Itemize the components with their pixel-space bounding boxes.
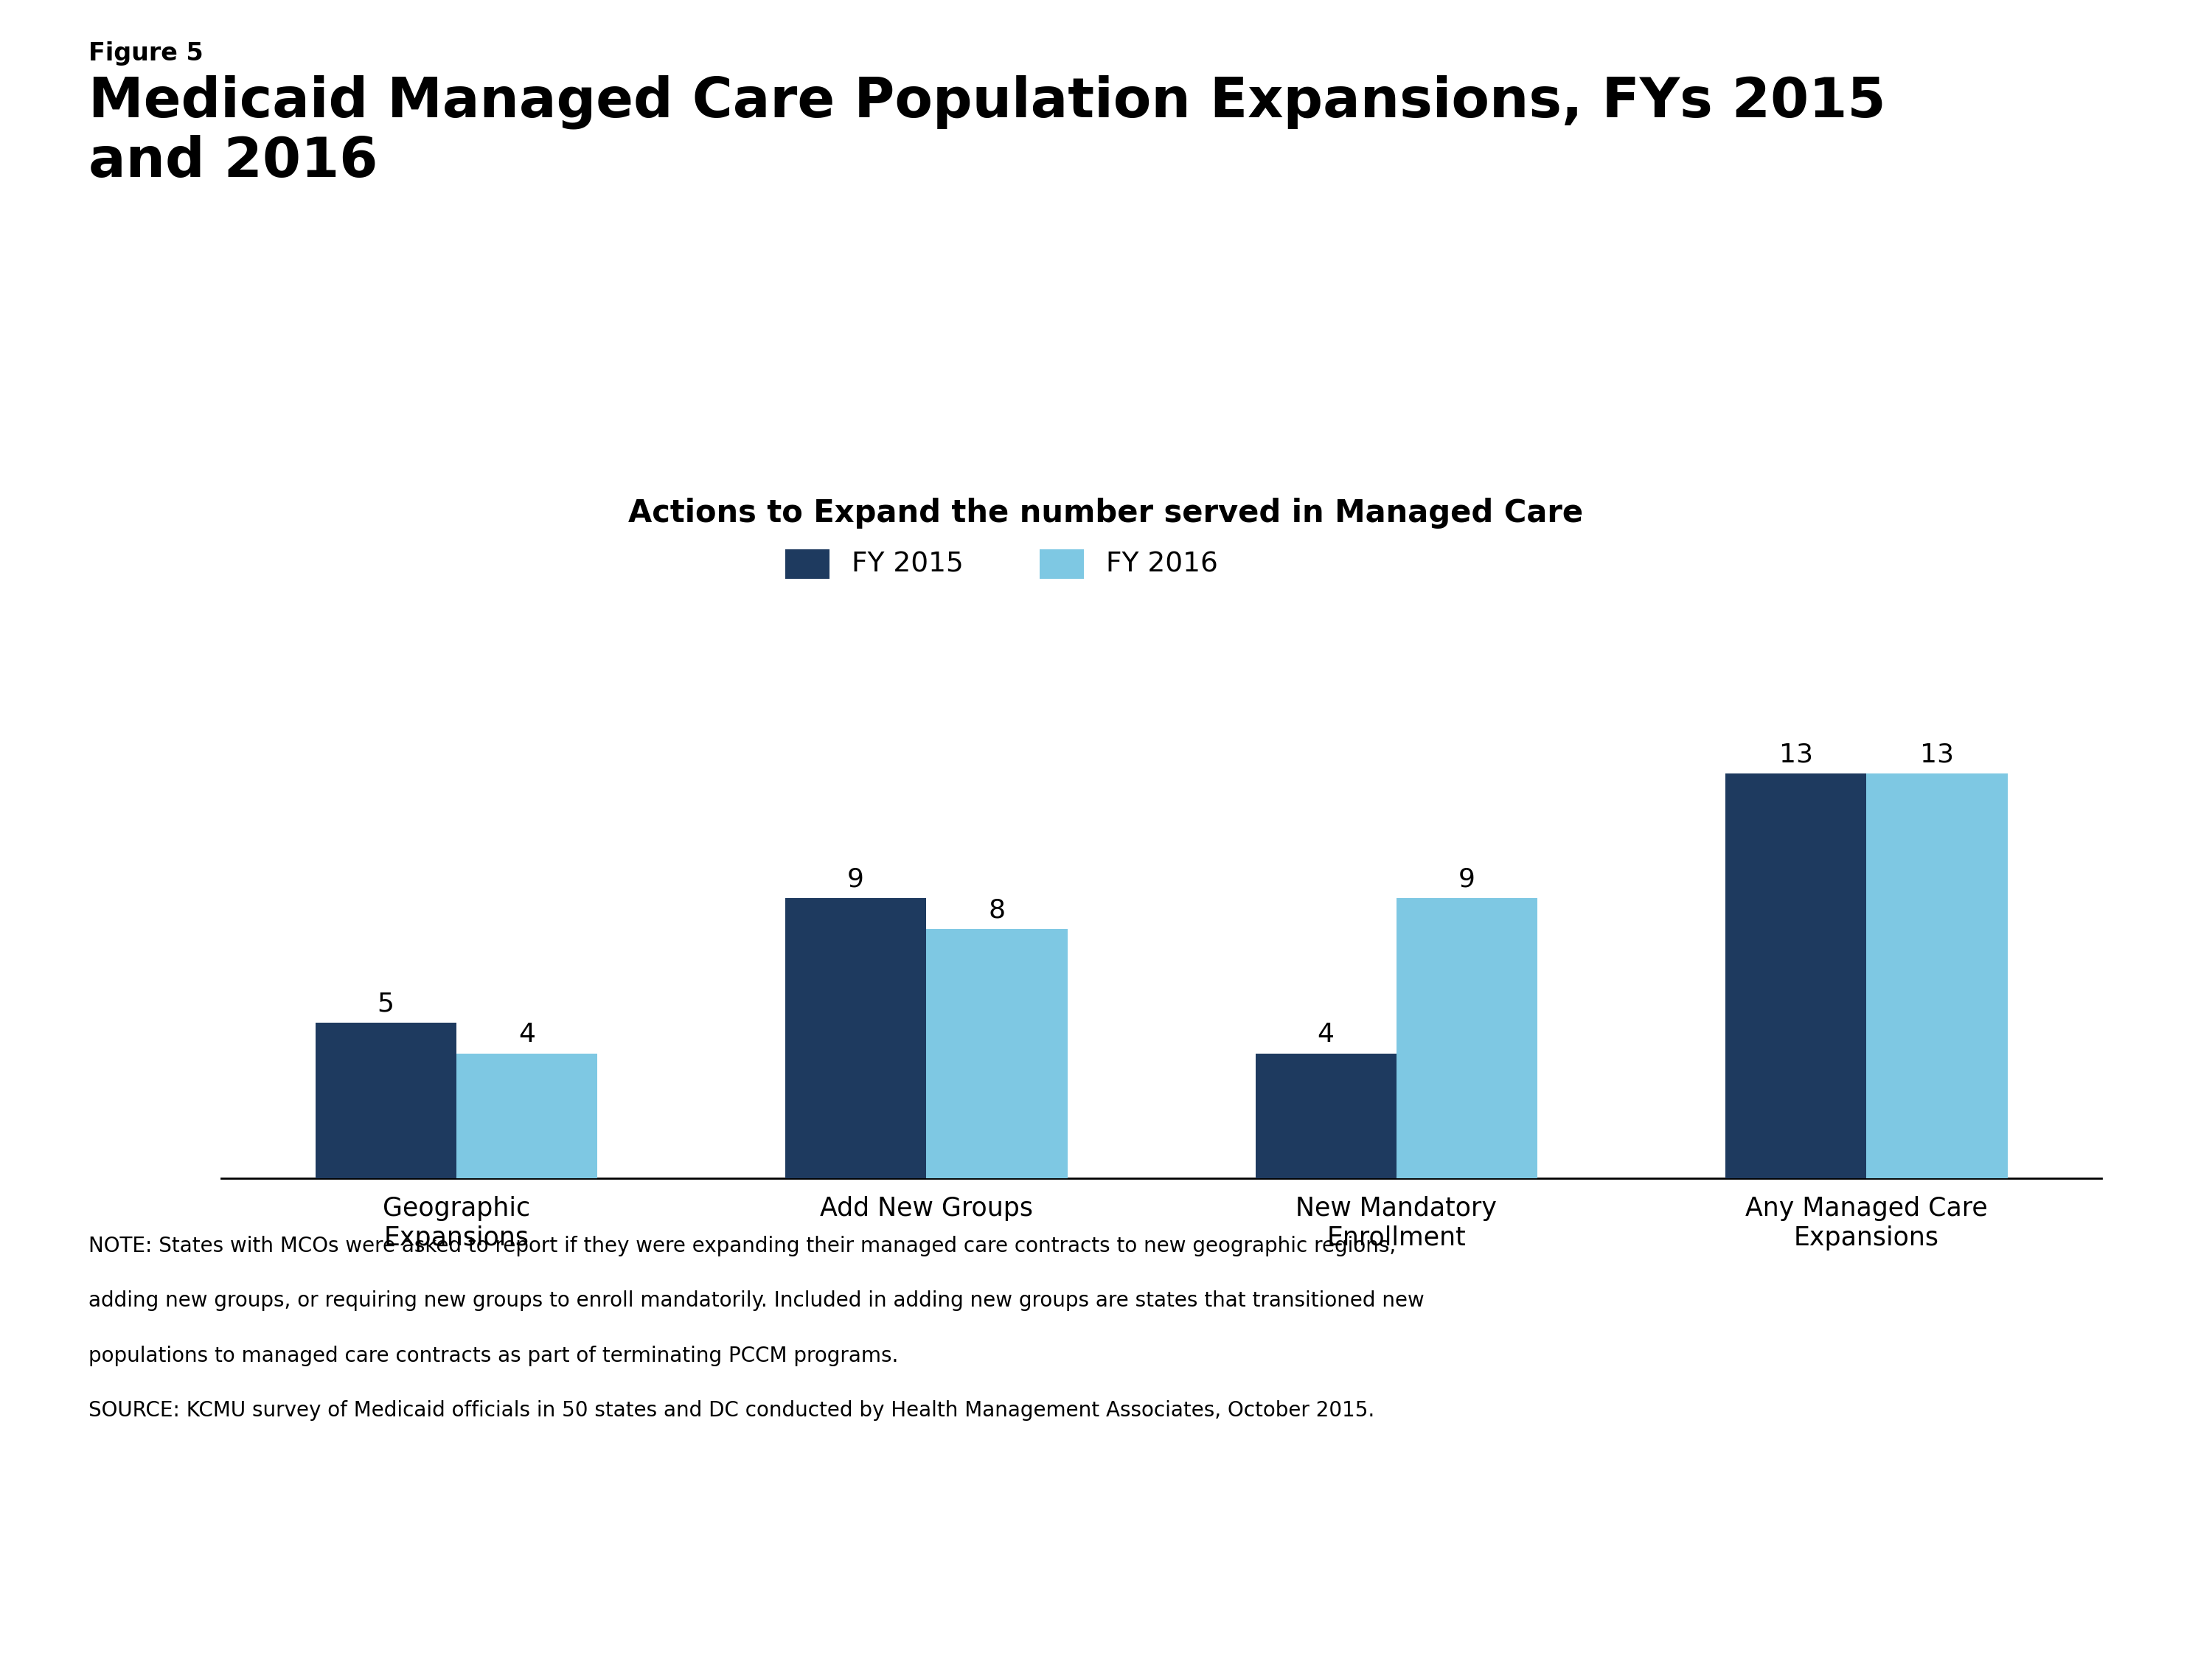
Text: 8: 8: [989, 898, 1004, 922]
Bar: [785, 898, 927, 1178]
Text: 9: 9: [847, 866, 865, 893]
Bar: [1867, 773, 2008, 1178]
Text: FAMILY: FAMILY: [2008, 1475, 2095, 1496]
Text: SOURCE: KCMU survey of Medicaid officials in 50 states and DC conducted by Healt: SOURCE: KCMU survey of Medicaid official…: [88, 1400, 1374, 1420]
Bar: [927, 929, 1066, 1178]
Text: FY 2016: FY 2016: [1106, 551, 1219, 577]
Text: Actions to Expand the number served in Managed Care: Actions to Expand the number served in M…: [628, 498, 1584, 529]
Text: Medicaid Managed Care Population Expansions, FYs 2015
and 2016: Medicaid Managed Care Population Expansi…: [88, 75, 1887, 189]
Text: FY 2015: FY 2015: [852, 551, 964, 577]
Bar: [314, 1022, 456, 1178]
Bar: [1725, 773, 1867, 1178]
Bar: [456, 1053, 597, 1178]
Text: 4: 4: [518, 1022, 535, 1047]
Text: 4: 4: [1318, 1022, 1334, 1047]
Text: adding new groups, or requiring new groups to enroll mandatorily. Included in ad: adding new groups, or requiring new grou…: [88, 1291, 1425, 1311]
Text: 13: 13: [1778, 742, 1814, 766]
Text: NOTE: States with MCOs were asked to report if they were expanding their managed: NOTE: States with MCOs were asked to rep…: [88, 1236, 1396, 1256]
Text: 9: 9: [1458, 866, 1475, 893]
Text: populations to managed care contracts as part of terminating PCCM programs.: populations to managed care contracts as…: [88, 1345, 898, 1365]
Text: KAISER: KAISER: [2006, 1415, 2097, 1437]
Text: 13: 13: [1920, 742, 1953, 766]
Text: FOUNDATION: FOUNDATION: [2004, 1535, 2099, 1550]
Bar: [1256, 1053, 1396, 1178]
Text: THE HENRY J.: THE HENRY J.: [2004, 1360, 2099, 1374]
Text: Figure 5: Figure 5: [88, 41, 204, 66]
Bar: [1396, 898, 1537, 1178]
Text: 5: 5: [378, 990, 394, 1015]
